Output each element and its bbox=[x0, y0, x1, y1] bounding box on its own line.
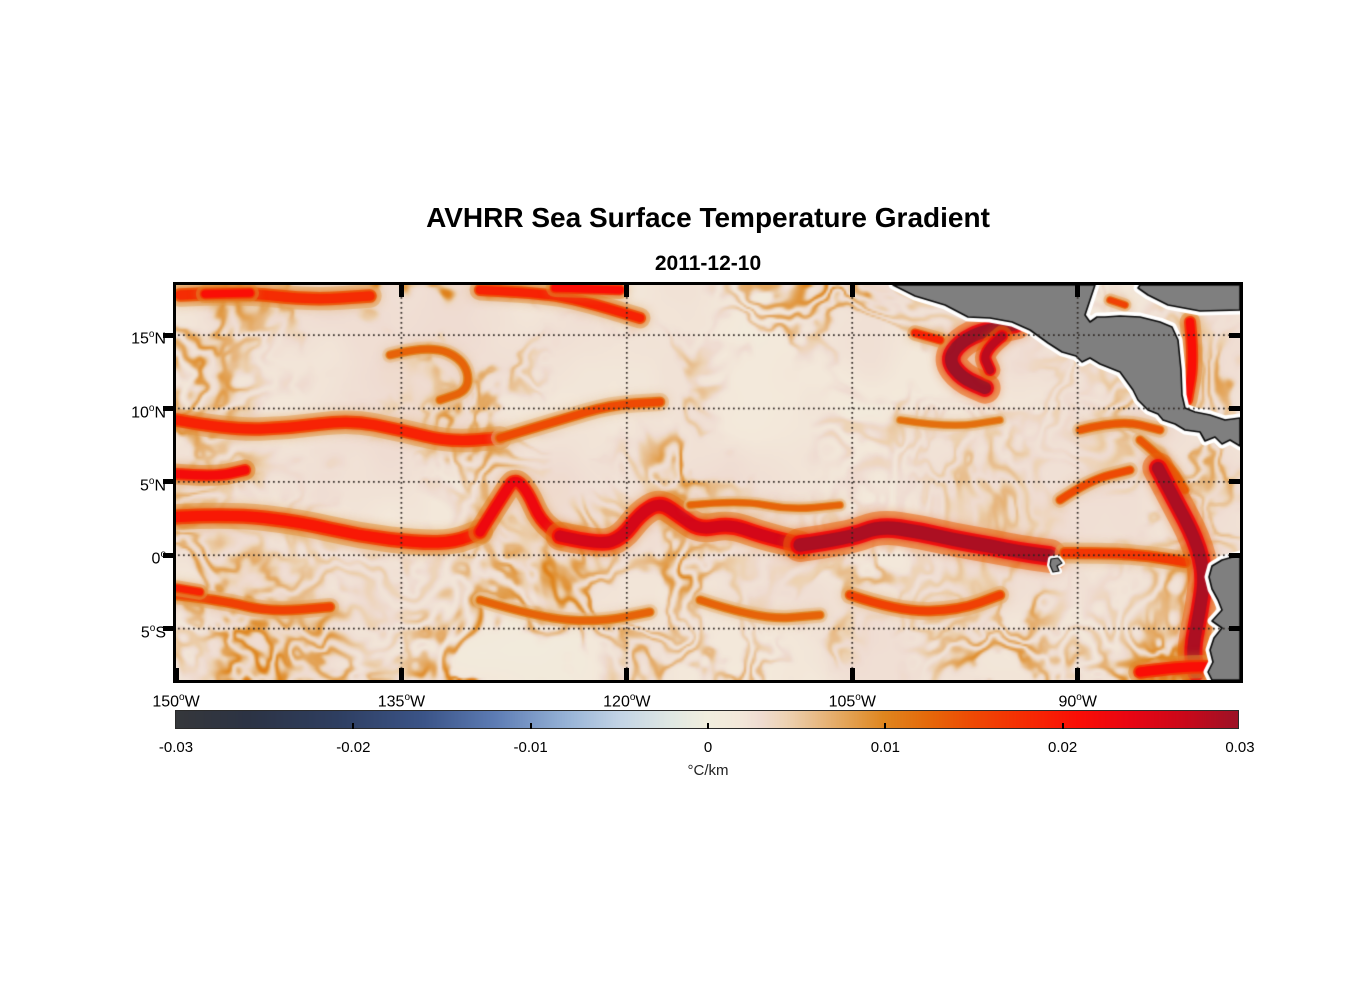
colorbar-canvas bbox=[176, 711, 1238, 728]
lat-tick-right bbox=[1229, 406, 1240, 412]
lon-tick-top bbox=[624, 285, 630, 297]
map-frame bbox=[173, 282, 1243, 683]
lon-tick-label: 90oW bbox=[1058, 692, 1097, 711]
figure-title: AVHRR Sea Surface Temperature Gradient bbox=[426, 202, 990, 233]
colorbar-tick-label: 0.02 bbox=[1048, 739, 1078, 756]
colorbar-tick bbox=[352, 723, 355, 729]
colorbar-units-label: °C/km bbox=[687, 762, 729, 779]
figure-date-subtitle: 2011-12-10 bbox=[654, 252, 762, 275]
lat-tick-label: 0o bbox=[151, 549, 166, 568]
lat-tick-left bbox=[163, 479, 173, 485]
lon-tick-top bbox=[398, 285, 404, 297]
lat-tick-label: 15oN bbox=[131, 329, 166, 348]
lon-tick-label: 150oW bbox=[152, 692, 200, 711]
colorbar-tick-label: 0.03 bbox=[1225, 739, 1255, 756]
lat-tick-right bbox=[1229, 479, 1240, 485]
colorbar-tick bbox=[1061, 723, 1064, 729]
lat-tick-left bbox=[163, 406, 173, 412]
lat-tick-right bbox=[1229, 332, 1240, 338]
lon-tick-bottom bbox=[849, 668, 855, 680]
lat-tick-left bbox=[163, 552, 173, 558]
lat-tick-right bbox=[1229, 626, 1240, 632]
colorbar-tick-label: -0.01 bbox=[513, 739, 548, 756]
lon-tick-bottom bbox=[1075, 668, 1081, 680]
lat-tick-label: 10oN bbox=[131, 402, 166, 421]
colorbar-tick-label: 0.01 bbox=[870, 739, 900, 756]
colorbar-tick bbox=[884, 723, 887, 729]
lon-tick-label: 135oW bbox=[377, 692, 426, 711]
lon-tick-label: 120oW bbox=[603, 692, 651, 711]
lon-tick-top bbox=[849, 285, 855, 297]
lat-tick-right bbox=[1229, 552, 1240, 558]
lon-tick-label: 105oW bbox=[828, 692, 876, 711]
lat-tick-left bbox=[163, 332, 173, 338]
lat-tick-label: 5oS bbox=[140, 622, 166, 641]
lat-tick-label: 5oN bbox=[139, 475, 166, 495]
lon-tick-bottom bbox=[398, 668, 404, 680]
lon-tick-bottom bbox=[173, 668, 179, 680]
colorbar-tick bbox=[529, 723, 532, 729]
colorbar-tick-label: 0 bbox=[703, 739, 713, 756]
lat-tick-left bbox=[163, 626, 173, 632]
lon-tick-top bbox=[1075, 285, 1081, 297]
colorbar-tick bbox=[707, 723, 709, 729]
colorbar-tick-label: -0.02 bbox=[336, 739, 371, 756]
colorbar-tick-label: -0.03 bbox=[158, 739, 194, 756]
sst-gradient-map-canvas bbox=[176, 285, 1240, 680]
lon-tick-bottom bbox=[624, 668, 630, 680]
